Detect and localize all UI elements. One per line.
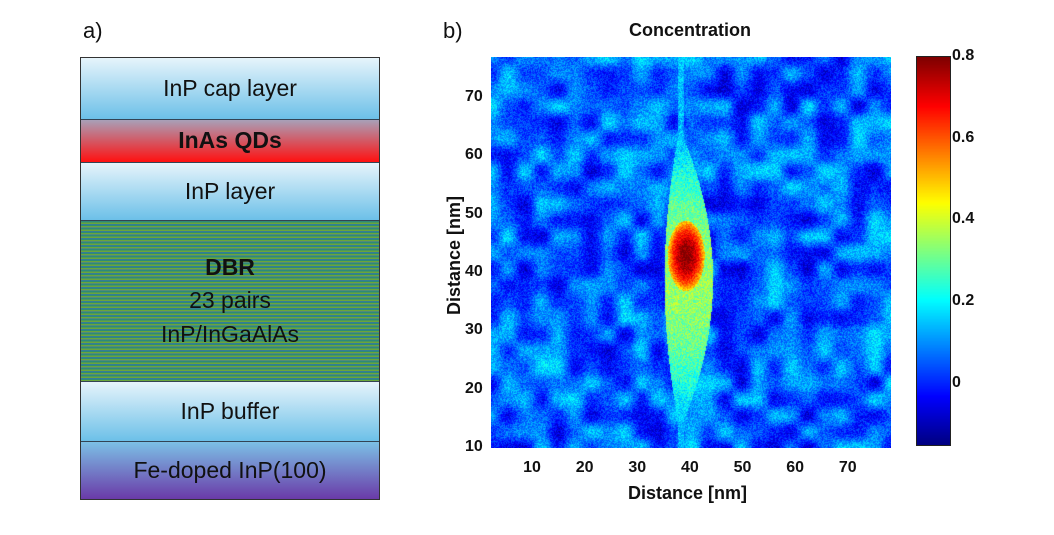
y-tick-label: 20 [465,379,483,397]
layer-label: Fe-doped InP(100) [133,456,327,483]
x-axis-label: Distance [nm] [628,483,748,503]
colorbar-tick-label: 0.6 [952,128,975,146]
layer-label: InP cap layer [163,74,297,101]
layer-inp-cap: InP cap layer [81,58,379,120]
x-tick-label: 40 [681,459,699,476]
layer-inp-buffer: InP buffer [81,382,379,442]
y-tick-label: 70 [465,87,483,105]
layer-dbr: DBR 23 pairs InP/InGaAlAs [81,221,379,382]
y-tick-label: 30 [465,321,483,339]
y-tick-label: 50 [465,204,483,222]
x-tick-label: 10 [523,459,541,476]
x-tick-label: 70 [838,459,857,476]
x-tick-label: 60 [786,459,805,476]
x-tick-label: 50 [733,459,752,476]
layer-label: InP buffer [180,397,280,424]
y-axis-label: Distance [nm] [444,195,465,316]
layer-substrate: Fe-doped InP(100) [81,442,379,499]
panel-a-label: a) [83,18,103,43]
x-tick-label: 30 [628,459,647,476]
colorbar-tick-label: 0.8 [952,47,975,64]
panel-b-label: b) [443,18,463,43]
x-tick-label: 20 [575,459,594,476]
y-tick-label: 40 [465,262,483,280]
layer-sublabel: 23 pairs [189,287,271,314]
colorbar-tick-label: 0 [952,373,961,391]
chart-title: Concentration [628,20,751,40]
layer-inas-qds: InAs QDs [81,120,379,163]
colorbar-tick-label: 0.2 [952,292,975,310]
layer-label: InAs QDs [178,127,282,154]
y-tick-label: 10 [465,438,483,455]
colorbar-tick-label: 0.4 [952,210,975,228]
heatmap [491,57,891,448]
layer-stack-diagram: InP cap layer InAs QDs InP layer DBR 23 … [80,57,380,500]
colorbar [916,56,951,446]
layer-label: InP layer [184,177,276,204]
y-tick-label: 60 [465,146,483,164]
layer-sublabel: InP/InGaAlAs [160,320,300,347]
layer-inp: InP layer [81,163,379,221]
layer-label: DBR [205,253,255,280]
